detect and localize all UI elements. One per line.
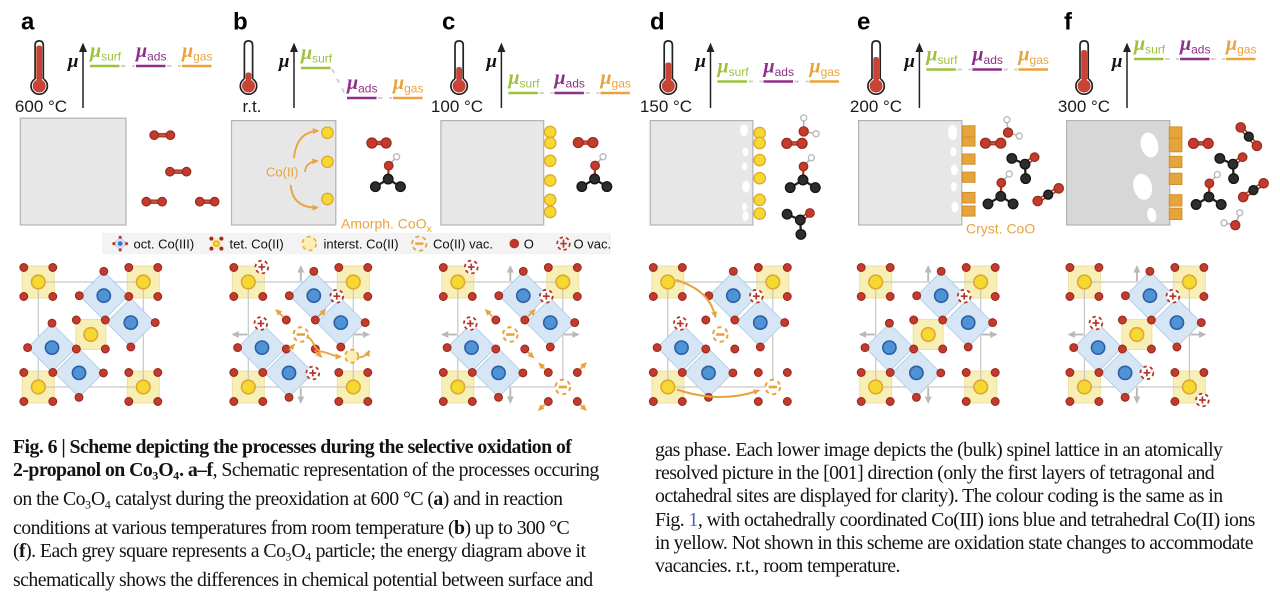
svg-text:μads: μads bbox=[346, 72, 377, 95]
svg-text:O vac.: O vac. bbox=[574, 236, 612, 251]
svg-text:μgas: μgas bbox=[599, 67, 630, 90]
svg-text:μgas: μgas bbox=[1017, 44, 1048, 67]
svg-text:μ: μ bbox=[903, 51, 915, 72]
svg-text:r.t.: r.t. bbox=[243, 97, 262, 116]
svg-text:μgas: μgas bbox=[181, 40, 212, 63]
svg-text:μgas: μgas bbox=[392, 72, 423, 95]
svg-text:μsurf: μsurf bbox=[717, 56, 750, 79]
svg-text:μgas: μgas bbox=[809, 56, 840, 79]
svg-text:μsurf: μsurf bbox=[507, 67, 540, 90]
svg-text:Co(II): Co(II) bbox=[266, 165, 299, 180]
svg-text:d: d bbox=[650, 9, 665, 36]
svg-text:μ: μ bbox=[1111, 51, 1123, 72]
svg-text:b: b bbox=[233, 9, 248, 36]
svg-text:μsurf: μsurf bbox=[89, 40, 122, 63]
svg-text:μ: μ bbox=[694, 51, 706, 72]
svg-text:oct. Co(III): oct. Co(III) bbox=[134, 236, 195, 251]
svg-text:μsurf: μsurf bbox=[1133, 33, 1166, 56]
svg-text:c: c bbox=[442, 9, 455, 36]
svg-text:300 °C: 300 °C bbox=[1058, 97, 1110, 116]
svg-text:interst. Co(II): interst. Co(II) bbox=[324, 236, 399, 251]
svg-text:μsurf: μsurf bbox=[300, 42, 333, 65]
svg-text:Amorph. CoOx: Amorph. CoOx bbox=[341, 216, 433, 236]
svg-text:μads: μads bbox=[971, 44, 1002, 67]
svg-text:200 °C: 200 °C bbox=[850, 97, 902, 116]
svg-text:O: O bbox=[524, 236, 534, 251]
svg-text:tet. Co(II): tet. Co(II) bbox=[230, 236, 284, 251]
svg-text:μads: μads bbox=[763, 56, 794, 79]
svg-text:μ: μ bbox=[67, 51, 79, 72]
svg-text:150 °C: 150 °C bbox=[640, 97, 692, 116]
svg-text:μads: μads bbox=[1179, 33, 1210, 56]
svg-text:a: a bbox=[21, 9, 35, 36]
svg-text:μgas: μgas bbox=[1225, 33, 1256, 56]
svg-text:μ: μ bbox=[278, 51, 290, 72]
svg-text:100 °C: 100 °C bbox=[431, 97, 483, 116]
svg-text:μ: μ bbox=[485, 51, 497, 72]
svg-text:μads: μads bbox=[135, 40, 166, 63]
svg-text:600 °C: 600 °C bbox=[15, 97, 67, 116]
svg-text:e: e bbox=[857, 9, 870, 36]
svg-text:Co(II) vac.: Co(II) vac. bbox=[433, 236, 493, 251]
svg-text:μads: μads bbox=[553, 67, 584, 90]
svg-text:f: f bbox=[1064, 9, 1073, 36]
svg-text:Cryst. CoO: Cryst. CoO bbox=[966, 221, 1035, 237]
svg-text:μsurf: μsurf bbox=[925, 44, 958, 67]
